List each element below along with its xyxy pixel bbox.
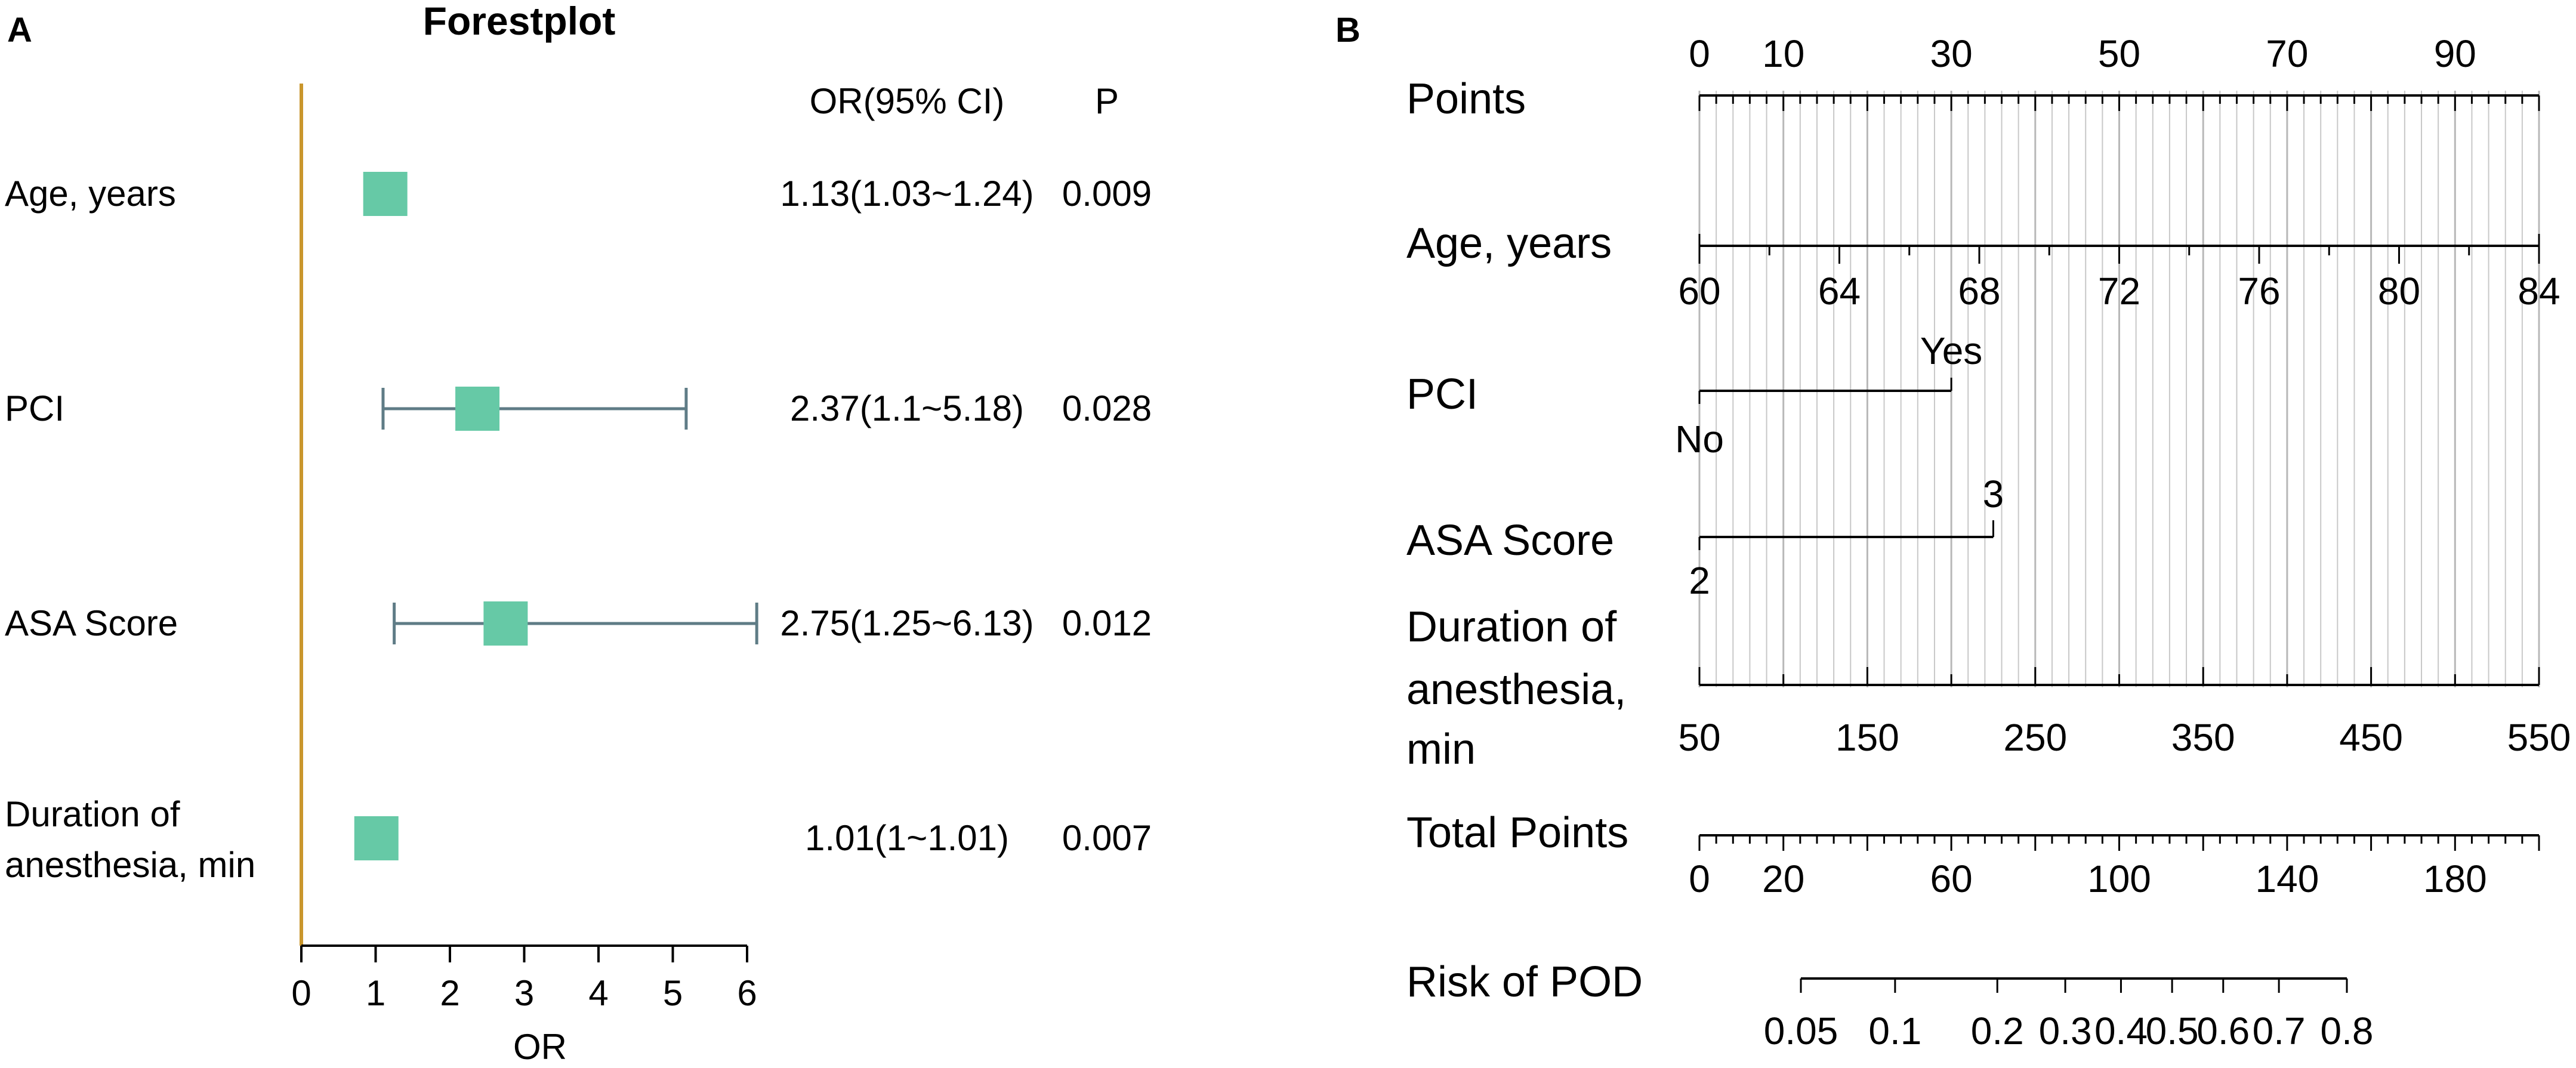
duration-label-line2: anesthesia, xyxy=(1406,666,1626,714)
forest-x-tick-label: 0 xyxy=(291,973,311,1013)
forest-x-tick-label: 3 xyxy=(514,973,534,1013)
age-label: Age, years xyxy=(1406,220,1612,267)
forest-x-axis-label: OR xyxy=(513,1027,567,1067)
duration-tick-label: 450 xyxy=(2339,716,2403,759)
forest-plot-area: 0 1 2 3 4 5 6 Age, years 1.13(1.03~1.24) 0.009 PCI… xyxy=(5,84,1152,1013)
panel-b-letter: B xyxy=(1335,11,1361,50)
forest-x-tick-label: 4 xyxy=(588,973,608,1013)
forest-row-label: ASA Score xyxy=(5,603,178,643)
risk-tick-label: 0.5 xyxy=(2146,1010,2199,1052)
total-points-tick-label: 100 xyxy=(2087,857,2151,900)
points-tick-label: 90 xyxy=(2434,32,2476,75)
forest-ci-text: 2.75(1.25~6.13) xyxy=(780,603,1034,643)
forest-row-label: Age, years xyxy=(5,174,176,214)
pci-no-label: No xyxy=(1675,418,1724,461)
risk-tick-label: 0.6 xyxy=(2196,1010,2250,1052)
age-tick-label: 64 xyxy=(1818,270,1861,313)
age-tick-label: 72 xyxy=(2098,270,2140,313)
points-tick-label: 50 xyxy=(2098,32,2140,75)
forest-or-box xyxy=(483,601,528,646)
points-tick-label: 70 xyxy=(2266,32,2308,75)
forest-ci-text: 1.01(1~1.01) xyxy=(805,818,1009,858)
risk-tick-label: 0.8 xyxy=(2321,1010,2374,1052)
panel-a-letter: A xyxy=(7,11,32,50)
asa-score-label: ASA Score xyxy=(1406,517,1614,564)
forest-or-box xyxy=(455,387,500,431)
forest-x-tick-label: 5 xyxy=(663,973,683,1013)
age-tick-label: 68 xyxy=(1958,270,2000,313)
total-points-tick-label: 140 xyxy=(2256,857,2319,900)
risk-tick-label: 0.4 xyxy=(2094,1010,2148,1052)
forest-ci-text: 2.37(1.1~5.18) xyxy=(790,388,1024,428)
duration-tick-label: 50 xyxy=(1678,716,1720,759)
total-points-tick-label: 20 xyxy=(1762,857,1804,900)
forest-p-value: 0.028 xyxy=(1062,388,1152,428)
forest-x-tick-label: 1 xyxy=(366,973,385,1013)
total-points-tick-label: 60 xyxy=(1930,857,1973,900)
duration-tick-label: 250 xyxy=(2003,716,2067,759)
duration-label-line3: min xyxy=(1406,726,1476,773)
risk-tick-label: 0.7 xyxy=(2253,1010,2306,1052)
forest-p-value: 0.007 xyxy=(1062,818,1152,858)
points-tick-label: 10 xyxy=(1762,32,1804,75)
forest-row-label: PCI xyxy=(5,388,64,428)
forest-row-label: Duration of xyxy=(5,794,180,834)
points-tick-label: 30 xyxy=(1930,32,1973,75)
points-label: Points xyxy=(1406,75,1526,123)
pci-label: PCI xyxy=(1406,371,1478,418)
risk-tick-label: 0.3 xyxy=(2039,1010,2092,1052)
forest-or-box xyxy=(354,816,399,860)
or-ci-header: OR(95% CI) xyxy=(810,81,1005,121)
duration-tick-label: 150 xyxy=(1835,716,1899,759)
forest-ci-text: 1.13(1.03~1.24) xyxy=(780,174,1034,214)
duration-tick-label: 550 xyxy=(2507,716,2571,759)
duration-tick-label: 350 xyxy=(2171,716,2235,759)
forest-p-value: 0.009 xyxy=(1062,174,1152,214)
forest-p-value: 0.012 xyxy=(1062,603,1152,643)
age-tick-label: 80 xyxy=(2378,270,2420,313)
total-points-label: Total Points xyxy=(1406,809,1628,857)
total-points-tick-label: 180 xyxy=(2423,857,2487,900)
risk-tick-label: 0.05 xyxy=(1764,1010,1838,1052)
asa-2-label: 2 xyxy=(1689,559,1710,602)
pci-yes-label: Yes xyxy=(1920,329,1982,372)
forestplot-title: Forestplot xyxy=(423,0,616,43)
risk-tick-label: 0.1 xyxy=(1868,1010,1921,1052)
duration-label-line1: Duration of xyxy=(1406,603,1617,651)
risk-tick-label: 0.2 xyxy=(1971,1010,2024,1052)
forest-or-box xyxy=(363,172,408,216)
risk-of-pod-label: Risk of POD xyxy=(1406,958,1643,1006)
forest-row-label: anesthesia, min xyxy=(5,845,255,885)
p-header: P xyxy=(1095,81,1119,121)
asa-3-label: 3 xyxy=(1983,473,2004,516)
forest-x-tick-label: 6 xyxy=(737,973,757,1013)
age-tick-label: 60 xyxy=(1678,270,1720,313)
points-tick-label: 0 xyxy=(1689,32,1710,75)
age-tick-label: 76 xyxy=(2238,270,2280,313)
age-tick-label: 84 xyxy=(2518,270,2560,313)
forest-x-tick-label: 2 xyxy=(440,973,459,1013)
total-points-tick-label: 0 xyxy=(1689,857,1710,900)
